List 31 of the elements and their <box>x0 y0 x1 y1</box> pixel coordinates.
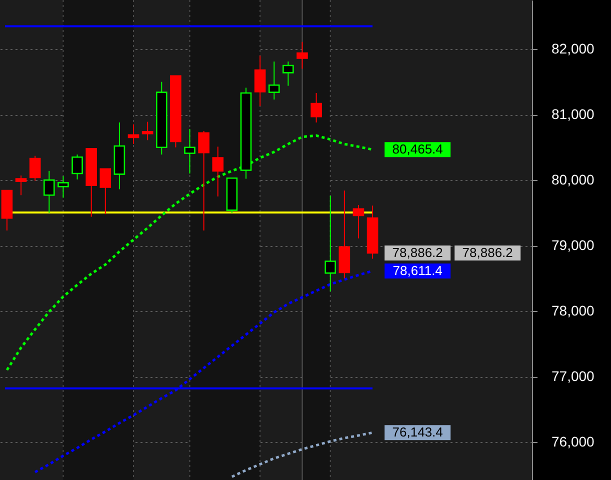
candlestick <box>184 128 196 174</box>
text: 78,886.2 <box>462 245 513 260</box>
candlestick <box>58 176 69 198</box>
candlestick <box>100 168 112 215</box>
data-label: 78,611.4 <box>392 263 442 278</box>
candlestick <box>310 92 322 123</box>
candlestick <box>268 61 280 100</box>
candlestick <box>198 130 210 232</box>
text: 78,886.2 <box>392 245 443 260</box>
data-label: 76,143.4 <box>392 424 443 440</box>
candlestick <box>128 124 140 145</box>
candlestick <box>324 195 336 292</box>
candlestick <box>282 61 294 86</box>
y-tick-label: 82,000 <box>552 40 595 57</box>
candlestick <box>352 204 364 239</box>
y-tick-label: 79,000 <box>552 237 595 254</box>
y-tick-label: 81,000 <box>552 106 595 122</box>
candlestick <box>72 154 83 180</box>
y-tick-label: 77,000 <box>552 368 595 384</box>
candlestick <box>142 121 154 141</box>
candlestick <box>15 175 27 196</box>
candlestick <box>212 146 224 197</box>
candlestick <box>29 155 41 182</box>
y-tick-label: 80,000 <box>552 172 595 188</box>
line-series <box>230 431 374 478</box>
y-tick-label: 76,000 <box>552 434 595 450</box>
candlestick <box>254 55 266 107</box>
candlestick <box>296 41 308 70</box>
candlestick <box>43 170 55 214</box>
data-label: 80,465.4 <box>392 142 443 157</box>
y-tick-label: 78,000 <box>552 302 595 319</box>
